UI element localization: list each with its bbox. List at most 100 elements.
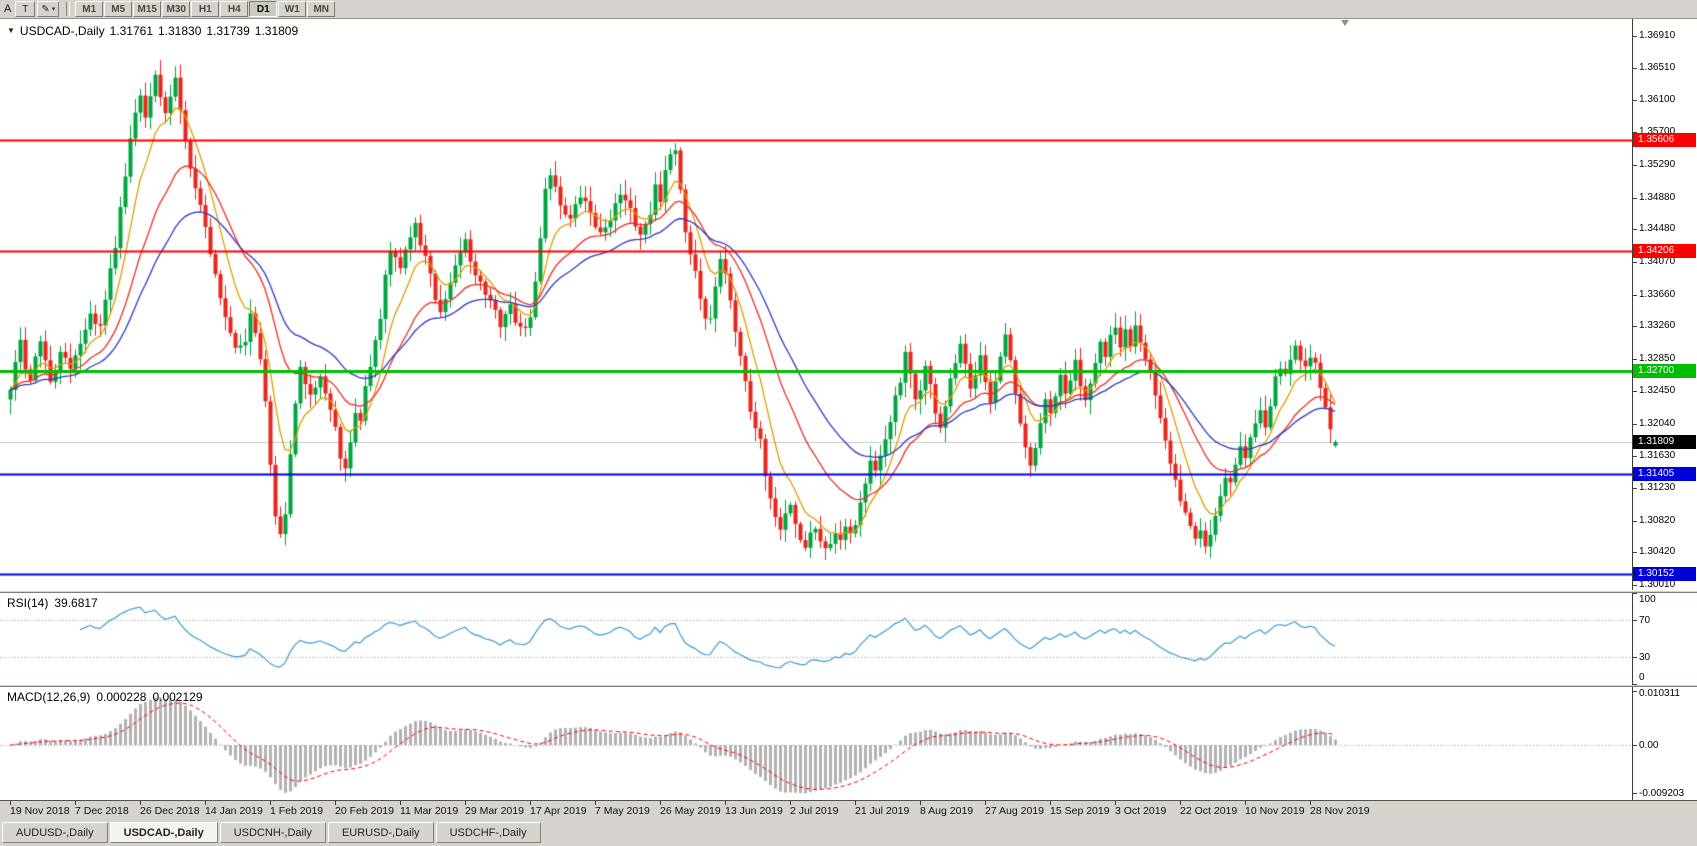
date-tickmark: [1180, 801, 1181, 805]
rsi-axis-tickmark: [1632, 620, 1637, 622]
time-axis[interactable]: 19 Nov 2018 7 Dec 2018 26 Dec 2018 14 Jan 2…: [0, 800, 1697, 820]
date-label: 10 Nov 2019: [1245, 805, 1305, 817]
rsi-canvas[interactable]: [0, 593, 1632, 684]
macd-axis-tickmark: [1632, 792, 1637, 794]
price-axis-label: 1.30420: [1639, 546, 1676, 558]
price-axis-tickmark: [1632, 423, 1637, 425]
date-tickmark: [855, 801, 856, 805]
price-level-badge: 1.32700: [1633, 364, 1696, 379]
price-axis-tickmark: [1632, 36, 1637, 38]
symbol-name: USDCAD-,Daily: [19, 24, 105, 38]
ohlc-open: 1.31761: [109, 24, 153, 38]
macd-label: MACD(12,26,9) 0.000228 0.002129: [7, 690, 209, 704]
price-axis-tickmark: [1632, 164, 1637, 166]
date-tickmark: [1245, 801, 1246, 805]
macd-axis-tickmark: [1632, 745, 1637, 746]
date-tickmark: [335, 801, 336, 805]
tab-eurusd[interactable]: EURUSD-,Daily: [327, 822, 434, 843]
date-tickmark: [595, 801, 596, 805]
date-label: 20 Feb 2019: [335, 805, 394, 817]
rsi-axis-label: 0: [1639, 672, 1645, 683]
date-label: 21 Jul 2019: [855, 805, 910, 817]
tab-label: USDCHF-,Daily: [449, 826, 527, 839]
tab-label: AUDUSD-,Daily: [16, 826, 94, 839]
ohlc-low: 1.31739: [206, 24, 250, 38]
rsi-label: RSI(14) 39.6817: [7, 596, 104, 610]
timeframe-m30[interactable]: M30: [162, 1, 191, 17]
price-axis-tickmark: [1632, 197, 1637, 199]
date-label: 2 Jul 2019: [790, 805, 839, 817]
macd-axis-label: -0.009203: [1639, 787, 1685, 799]
price-axis-tickmark: [1632, 359, 1637, 361]
price-axis-tickmark: [1632, 520, 1637, 522]
date-label: 8 Aug 2019: [920, 805, 974, 817]
date-label: 1 Feb 2019: [270, 805, 324, 817]
timeframe-w1[interactable]: W1: [278, 1, 307, 17]
macd-name: MACD(12,26,9): [7, 690, 91, 704]
date-tickmark: [270, 801, 271, 805]
tab-label: USDCAD-,Daily: [123, 826, 204, 839]
ohlc-high: 1.31830: [158, 24, 202, 38]
tab-usdcad[interactable]: USDCAD-,Daily: [109, 822, 218, 843]
date-tickmark: [1310, 801, 1311, 805]
price-axis-tickmark: [1632, 390, 1637, 392]
timeframe-d1[interactable]: D1: [249, 1, 278, 17]
price-axis-tickmark: [1632, 262, 1637, 263]
tab-usdchf[interactable]: USDCHF-,Daily: [435, 822, 541, 843]
chart-shift-marker[interactable]: [1341, 20, 1349, 26]
price-chart-canvas[interactable]: [0, 19, 1632, 590]
date-tickmark: [920, 801, 921, 805]
price-axis-label: 1.34070: [1639, 256, 1676, 267]
price-axis-label: 1.31230: [1639, 481, 1676, 493]
date-tickmark: [790, 801, 791, 805]
rsi-axis-label: 100: [1639, 594, 1656, 605]
timeframe-mn[interactable]: MN: [307, 1, 336, 17]
tab-label: EURUSD-,Daily: [341, 826, 420, 839]
macd-main-value: 0.000228: [96, 690, 147, 704]
price-axis-label: 1.32450: [1639, 384, 1676, 396]
timeframe-m15[interactable]: M15: [133, 1, 162, 17]
timeframe-h1[interactable]: H1: [191, 1, 220, 17]
rsi-axis-tickmark: [1632, 684, 1637, 685]
date-tickmark: [140, 801, 141, 805]
tab-audusd[interactable]: AUDUSD-,Daily: [2, 822, 108, 843]
date-label: 28 Nov 2019: [1310, 805, 1370, 817]
ohlc-close: 1.31809: [254, 24, 299, 38]
price-axis-label: 1.35700: [1639, 126, 1675, 137]
date-label: 26 May 2019: [660, 805, 721, 817]
price-axis-tickmark: [1632, 585, 1637, 587]
toolbar-separator: [66, 2, 71, 16]
toolbar: A T ✎ ▾ M1 M5 M15 M30 H1 H4 D1 W1 MN: [0, 0, 1697, 19]
panel-splitter[interactable]: [0, 590, 1697, 593]
tab-label: USDCNH-,Daily: [233, 826, 312, 839]
date-label: 27 Aug 2019: [985, 805, 1044, 817]
tab-usdcnh[interactable]: USDCNH-,Daily: [219, 822, 326, 843]
symbol-dropdown-icon: ▼: [7, 26, 15, 35]
date-tickmark: [10, 801, 11, 805]
rsi-value: 39.6817: [54, 596, 98, 610]
panel-splitter[interactable]: [0, 684, 1697, 687]
current-price-badge: 1.31809: [1633, 434, 1696, 449]
price-axis-tickmark: [1632, 456, 1637, 458]
price-axis-label: 1.30010: [1639, 579, 1676, 591]
rsi-axis-tickmark: [1632, 593, 1637, 594]
date-tickmark: [1050, 801, 1051, 805]
price-scale[interactable]: [1633, 19, 1697, 800]
price-axis-tickmark: [1632, 67, 1637, 69]
rsi-axis-tickmark: [1632, 656, 1637, 658]
timeframe-m5[interactable]: M5: [104, 1, 133, 17]
date-label: 19 Nov 2018: [10, 805, 70, 817]
date-label: 13 Jun 2019: [725, 805, 783, 817]
timeframe-m1[interactable]: M1: [75, 1, 104, 17]
timeframe-h4[interactable]: H4: [220, 1, 249, 17]
price-axis-label: 1.30820: [1639, 514, 1676, 526]
date-label: 7 Dec 2018: [75, 805, 129, 817]
price-axis-label: 1.31630: [1639, 450, 1676, 462]
price-axis-tickmark: [1632, 487, 1637, 489]
price-axis-label: 1.34480: [1639, 223, 1676, 235]
macd-canvas[interactable]: [0, 687, 1632, 800]
text-tool-button[interactable]: T: [15, 1, 36, 17]
date-label: 14 Jan 2019: [205, 805, 263, 817]
draw-tool-button[interactable]: ✎ ▾: [37, 1, 60, 17]
